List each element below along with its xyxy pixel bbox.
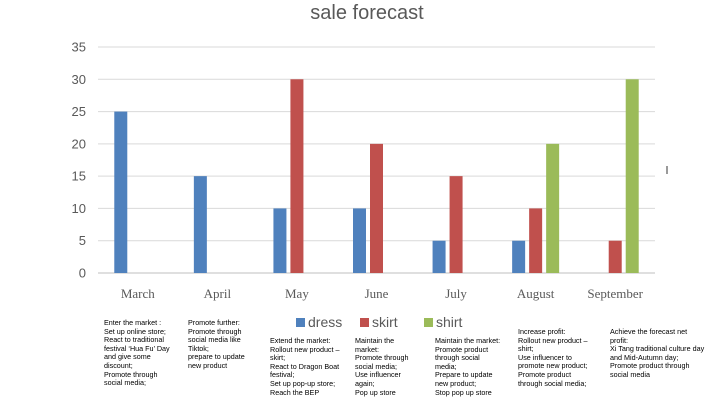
x-tick-label: March: [121, 286, 155, 301]
legend-swatch-shirt: [424, 318, 433, 327]
x-tick-label: July: [445, 286, 467, 301]
note-april: Promote further: Promote through social …: [188, 319, 245, 370]
y-tick-label: 30: [72, 72, 86, 87]
bar-skirt-july: [449, 176, 463, 273]
x-tick-label: September: [587, 286, 643, 301]
bar-dress-march: [114, 111, 128, 273]
bar-dress-august: [512, 240, 526, 273]
note-june: Maintain the market: Promote through soc…: [355, 337, 409, 397]
note-may: Extend the market: Rollout new product –…: [270, 337, 340, 397]
x-tick-label: April: [204, 286, 232, 301]
legend-label-shirt: shirt: [436, 314, 463, 330]
chart-title: sale forecast: [310, 2, 424, 24]
x-tick-label: August: [517, 286, 555, 301]
y-tick-label: 0: [79, 266, 86, 281]
legend-label-dress: dress: [308, 314, 342, 330]
y-tick-label: 15: [72, 169, 86, 184]
legend: dress skirt shirt: [296, 314, 463, 330]
bar-dress-may: [273, 208, 287, 273]
note-july: Maintain the market: Promote product thr…: [435, 337, 501, 397]
note-march: Enter the market : Set up online store; …: [104, 319, 170, 388]
note-september: Achieve the forecast net profit: Xi Tang…: [610, 328, 705, 379]
legend-swatch-dress: [296, 318, 305, 327]
x-tick-label: June: [365, 286, 389, 301]
bar-shirt-august: [546, 143, 560, 273]
bar-skirt-august: [529, 208, 543, 273]
edge-mark: [666, 166, 668, 174]
legend-label-skirt: skirt: [372, 314, 398, 330]
bar-skirt-may: [290, 79, 304, 274]
note-august: Increase profit: Rollout new product – s…: [518, 328, 588, 388]
y-tick-label: 35: [72, 40, 86, 55]
legend-swatch-skirt: [360, 318, 369, 327]
y-tick-label: 20: [72, 136, 86, 151]
bar-skirt-september: [608, 240, 622, 273]
bar-dress-june: [353, 208, 366, 273]
x-axis-ticks: March April May June July August September: [121, 286, 644, 301]
bar-dress-july: [432, 240, 446, 273]
bar-dress-april: [193, 176, 207, 273]
y-axis-ticks: 0 5 10 15 20 25 30 35: [72, 40, 86, 281]
y-tick-label: 25: [72, 104, 86, 119]
y-tick-label: 10: [72, 201, 86, 216]
bar-skirt-june: [370, 143, 383, 273]
bar-shirt-september: [625, 79, 639, 274]
x-tick-label: May: [285, 286, 309, 301]
bars: [114, 79, 639, 274]
y-tick-label: 5: [79, 233, 86, 248]
